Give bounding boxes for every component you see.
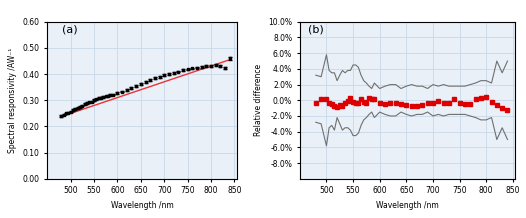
Text: (a): (a) xyxy=(63,25,78,35)
X-axis label: Wavelength /nm: Wavelength /nm xyxy=(376,201,439,210)
X-axis label: Wavelength /nm: Wavelength /nm xyxy=(110,201,174,210)
Text: (b): (b) xyxy=(308,25,324,35)
Y-axis label: Spectral responsivity /AW⁻¹: Spectral responsivity /AW⁻¹ xyxy=(8,48,17,153)
Y-axis label: Relative difference: Relative difference xyxy=(254,64,262,136)
